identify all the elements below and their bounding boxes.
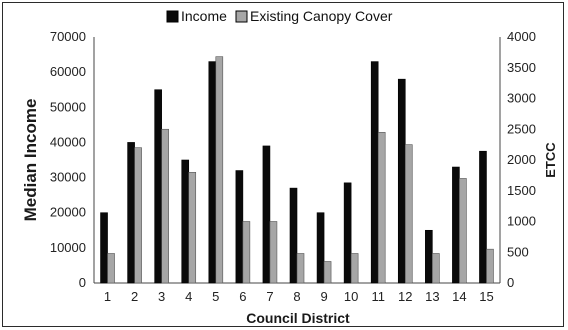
y-axis-left-title: Median Income bbox=[21, 99, 40, 222]
canopy-bar bbox=[486, 248, 494, 284]
legend-label-income: Income bbox=[181, 8, 227, 24]
x-tick-label: 3 bbox=[158, 289, 165, 304]
canopy-bar bbox=[323, 261, 332, 284]
x-tick-label: 11 bbox=[371, 289, 385, 304]
income-bar bbox=[235, 170, 244, 284]
income-bar bbox=[208, 61, 217, 284]
x-tick-label: 8 bbox=[293, 289, 300, 304]
x-tick-label: 10 bbox=[344, 289, 358, 304]
canopy-bar bbox=[269, 221, 278, 284]
canopy-bar bbox=[134, 147, 142, 284]
canopy-bar bbox=[459, 178, 467, 284]
income-bar bbox=[316, 212, 325, 284]
income-bar bbox=[370, 61, 379, 284]
x-tick-label: 5 bbox=[212, 289, 219, 304]
y-left-tick-label: 70000 bbox=[50, 29, 86, 44]
y-left-tick-label: 40000 bbox=[50, 134, 86, 149]
income-bar bbox=[262, 145, 271, 284]
canopy-bar bbox=[377, 132, 386, 284]
income-bar bbox=[425, 229, 433, 284]
canopy-bar bbox=[161, 128, 169, 284]
x-axis-title: Council District bbox=[246, 310, 350, 326]
y-left-tick-label: 50000 bbox=[50, 99, 86, 114]
income-bar bbox=[100, 212, 108, 284]
y-right-tick-label: 4000 bbox=[507, 29, 536, 44]
y-right-tick-label: 0 bbox=[507, 275, 514, 290]
income-bar bbox=[289, 187, 298, 284]
x-tick-label: 12 bbox=[398, 289, 412, 304]
y-axis-right-title: ETCC bbox=[543, 142, 558, 178]
y-left-tick-label: 10000 bbox=[50, 240, 86, 255]
x-tick-label: 1 bbox=[104, 289, 111, 304]
y-right-tick-label: 1000 bbox=[507, 214, 536, 229]
income-bar bbox=[452, 166, 460, 284]
income-bar bbox=[343, 182, 352, 284]
canopy-bar bbox=[107, 253, 115, 284]
y-left-tick-label: 20000 bbox=[50, 205, 86, 220]
x-tick-label: 4 bbox=[185, 289, 192, 304]
bars bbox=[100, 56, 494, 284]
canopy-bar bbox=[432, 253, 440, 284]
income-bar bbox=[479, 150, 487, 284]
y-left-tick-label: 30000 bbox=[50, 170, 86, 185]
canopy-bar bbox=[404, 144, 413, 284]
x-tick-label: 9 bbox=[320, 289, 327, 304]
y-right-tick-label: 1500 bbox=[507, 183, 536, 198]
canopy-bar bbox=[296, 253, 305, 284]
y-right-tick-label: 2000 bbox=[507, 152, 536, 167]
tick-labels: 0 10000 20000 30000 40000 50000 60000 70000 0 500… bbox=[50, 29, 536, 304]
chart-frame bbox=[2, 2, 564, 327]
x-tick-label: 6 bbox=[239, 289, 246, 304]
y-right-tick-label: 3500 bbox=[507, 60, 536, 75]
legend-swatch-canopy bbox=[235, 10, 248, 23]
y-right-tick-label: 500 bbox=[507, 244, 529, 259]
y-right-tick-label: 3000 bbox=[507, 91, 536, 106]
x-tick-label: 13 bbox=[425, 289, 439, 304]
legend-label-canopy: Existing Canopy Cover bbox=[250, 8, 393, 24]
income-bar bbox=[397, 78, 406, 284]
y-right-tick-label: 2500 bbox=[507, 121, 536, 136]
y-left-tick-label: 60000 bbox=[50, 64, 86, 79]
legend: Income Existing Canopy Cover bbox=[166, 8, 393, 24]
income-bar bbox=[154, 89, 162, 284]
x-tick-label: 14 bbox=[452, 289, 466, 304]
x-tick-label: 7 bbox=[266, 289, 273, 304]
x-tick-label: 15 bbox=[479, 289, 493, 304]
y-left-tick-label: 0 bbox=[79, 275, 86, 290]
canopy-bar bbox=[242, 221, 251, 284]
canopy-bar bbox=[188, 172, 197, 284]
x-tick-label: 2 bbox=[131, 289, 138, 304]
income-bar bbox=[181, 159, 190, 284]
canopy-bar bbox=[215, 56, 224, 284]
income-bar bbox=[127, 142, 135, 284]
legend-swatch-income bbox=[166, 10, 179, 23]
canopy-bar bbox=[350, 253, 359, 284]
